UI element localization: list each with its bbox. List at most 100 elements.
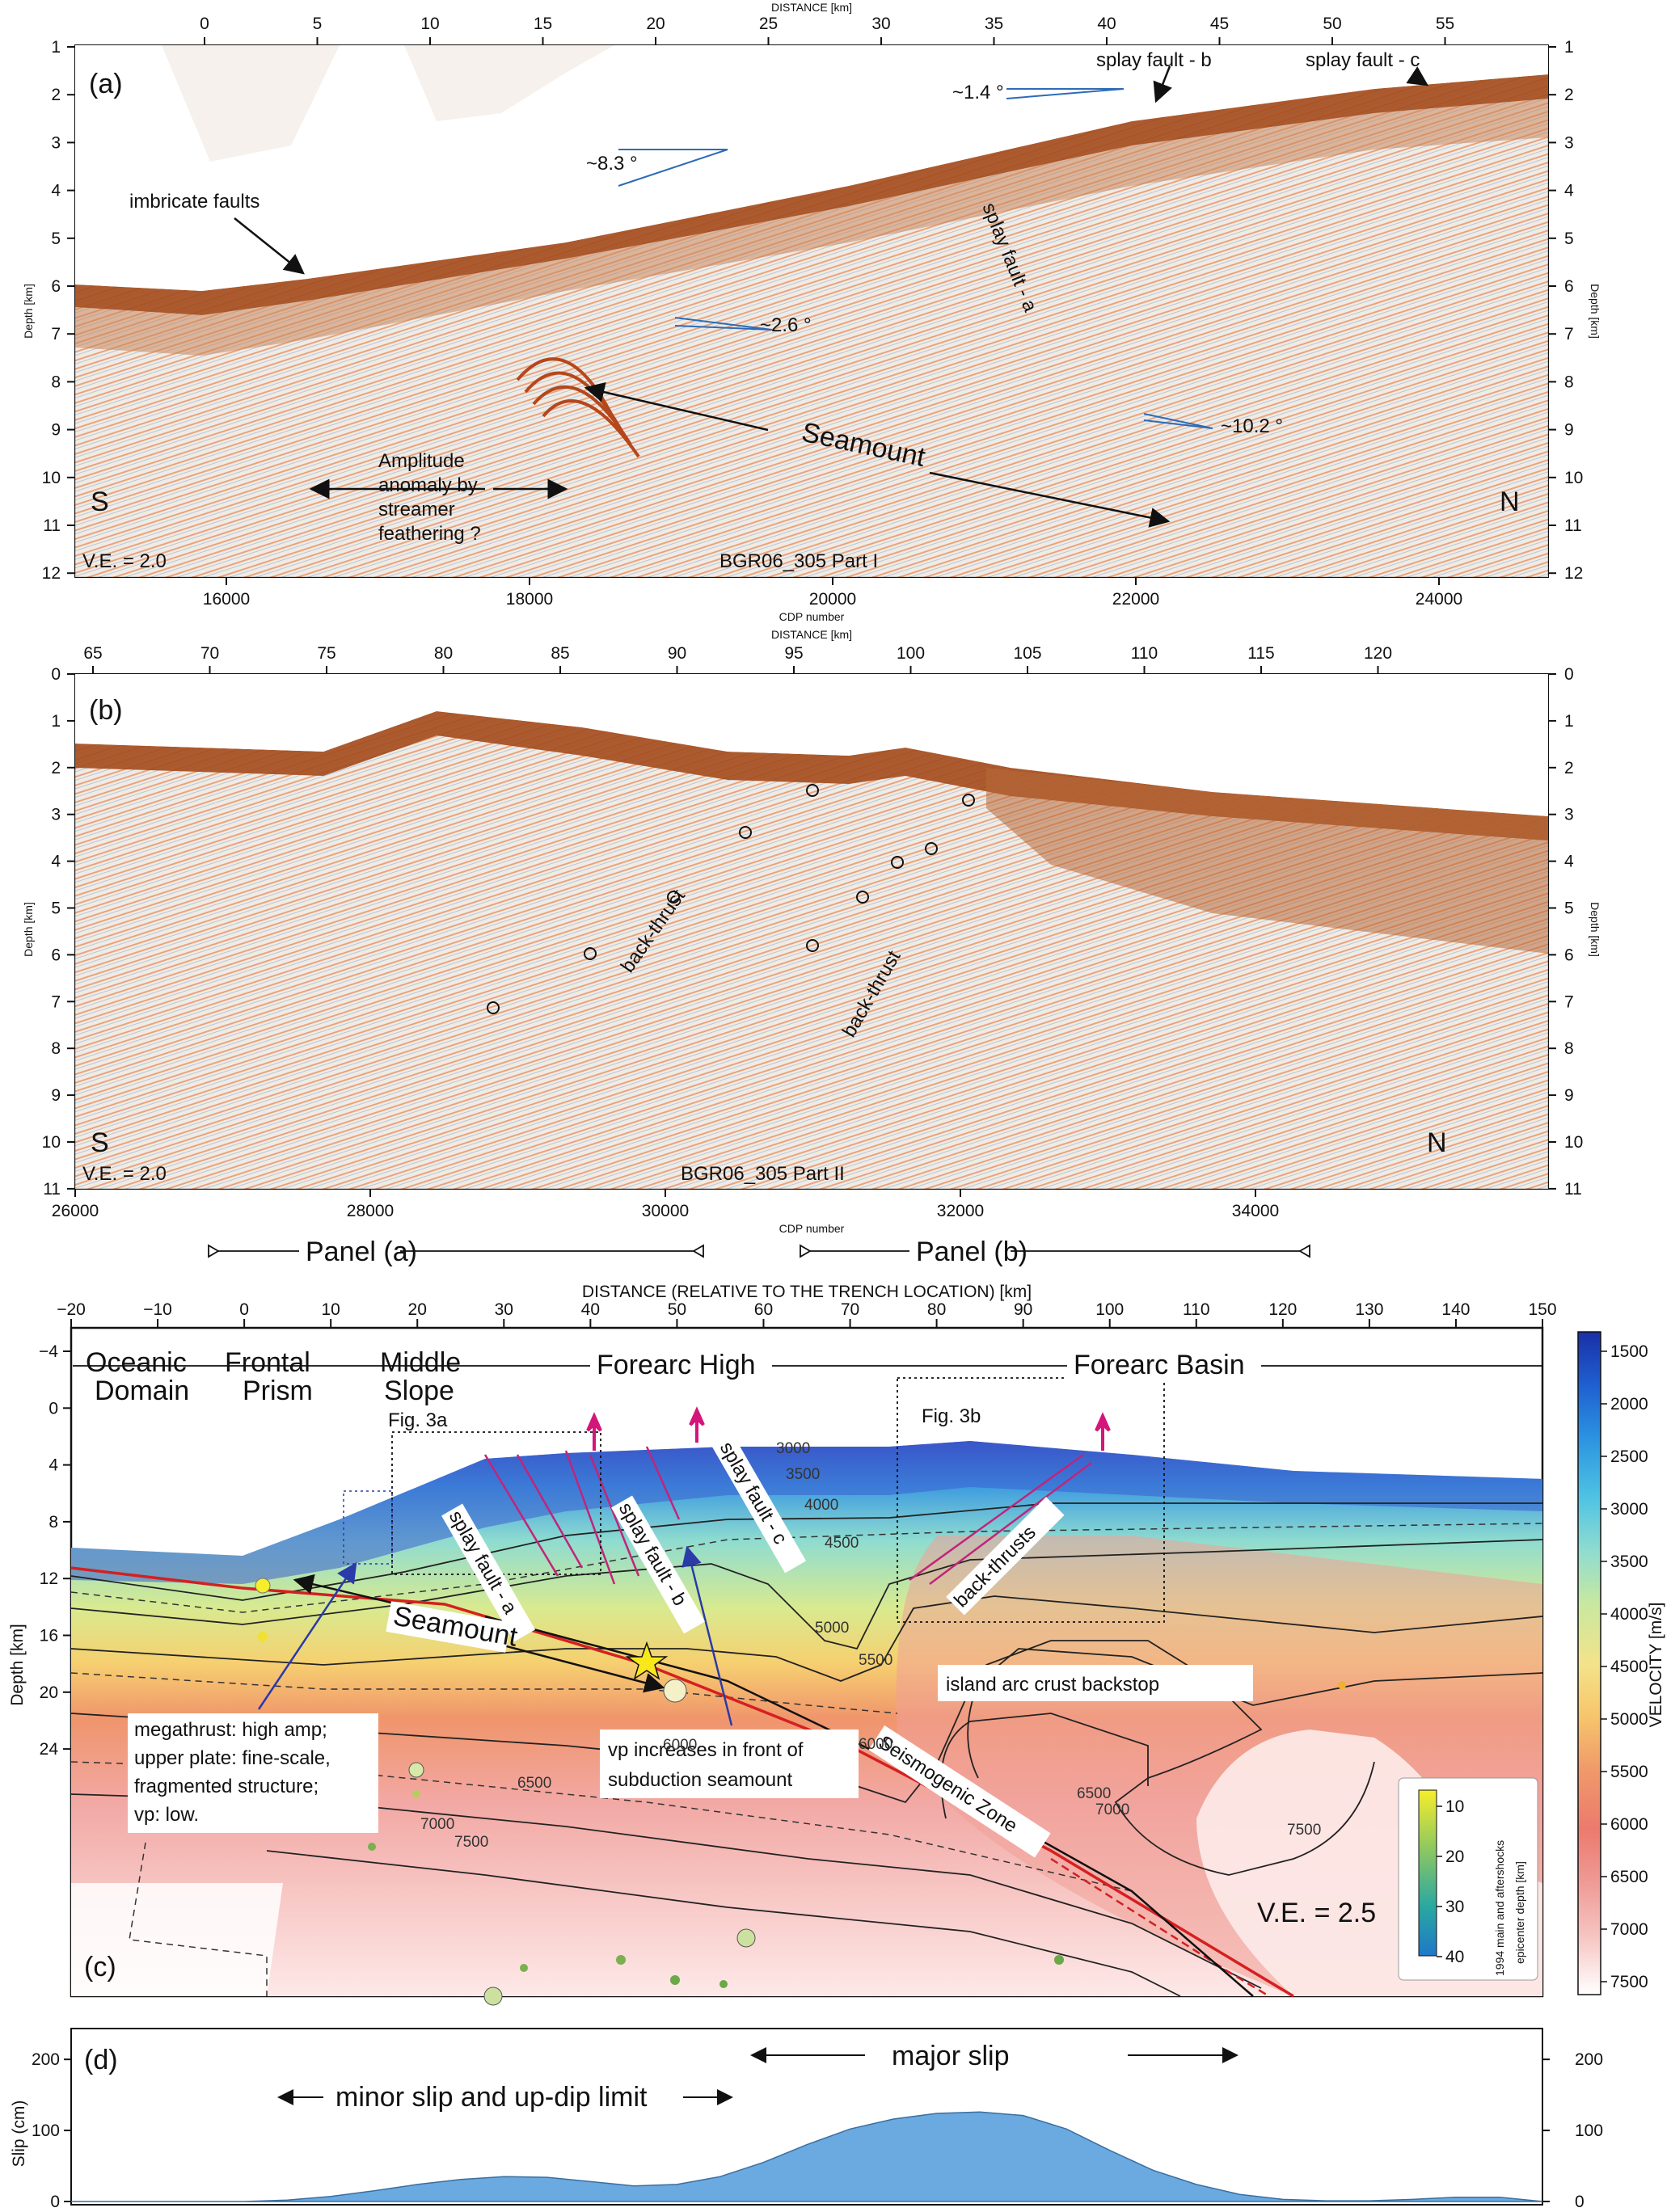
panel-c-depth-ticks: −4 0 4 8 12 16 20 24 [39, 1342, 71, 1759]
megathrust-note-bg [128, 1713, 378, 1833]
panel-ref-a-bg [299, 1237, 400, 1266]
panel-c: Oceanic Domain Frontal Prism Middle Slop… [8, 1283, 1665, 2006]
colorbar-tick-label: 6000 [1610, 1815, 1648, 1834]
panel-a-top-axis-title: DISTANCE [km] [771, 1, 852, 14]
depth-tick-label: 5 [51, 900, 61, 918]
distance-tick-label: 0 [239, 1300, 249, 1319]
panel-a-depth-title-right: Depth [km] [1589, 284, 1601, 339]
depth-tick-label: 4 [51, 182, 61, 200]
panel-a-noise-zone [75, 45, 614, 162]
amplitude-label-2: anomaly by [378, 474, 478, 496]
depth-tick-label: 4 [1564, 853, 1574, 871]
contour-label: 7500 [1287, 1822, 1321, 1839]
forearc-high-bg [590, 1348, 772, 1380]
megathrust-note-3: fragmented structure; [134, 1776, 319, 1797]
panel-b-bottom-axis-title: CDP number [779, 1222, 845, 1235]
distance-tick-label: 85 [551, 644, 569, 663]
distance-tick-label: 150 [1528, 1300, 1556, 1319]
slip-tick-label: 0 [50, 2193, 60, 2211]
island-arc-text: island arc crust backstop [946, 1674, 1159, 1696]
panel-b-cdp-ticks: 26000 28000 30000 32000 34000 [52, 1189, 1279, 1220]
panel-ref-b-bg [909, 1237, 1011, 1266]
cdp-tick-label: 20000 [809, 590, 856, 609]
angle-8-3-label: ~8.3 ° [586, 153, 638, 175]
depth-tick-label: 0 [49, 1399, 58, 1418]
colorbar-tick-label: 5000 [1610, 1710, 1648, 1729]
depth-tick-label: 1 [51, 38, 61, 57]
panel-b-water [75, 674, 1548, 816]
distance-tick-label: 120 [1268, 1300, 1297, 1319]
cdp-tick-label: 22000 [1112, 590, 1159, 609]
lower-oceanic-white [71, 1883, 283, 1996]
colorbar-tick-label: 7500 [1610, 1973, 1648, 1991]
slip-tick-label: 100 [1575, 2121, 1603, 2140]
distance-tick-label: 20 [408, 1300, 427, 1319]
velocity-colorbar: 1500 2000 2500 3000 3500 4000 4500 5000 5500 6000… [1577, 1331, 1665, 1995]
depth-tick-label: 9 [1564, 1086, 1574, 1105]
distance-tick-label: 90 [1014, 1300, 1032, 1319]
north-label-a: N [1500, 487, 1520, 517]
distance-tick-label: 95 [784, 644, 803, 663]
colorbar-tick-label: 3000 [1610, 1500, 1648, 1519]
depth-tick-label: 5 [51, 230, 61, 248]
depth-tick-label: 1 [1564, 38, 1574, 57]
panel-a-angle-markers [618, 88, 1213, 429]
depth-tick-label: 1 [1564, 712, 1574, 731]
domain-forearc-high: Forearc High [597, 1350, 756, 1380]
panel-b-basin-fill [986, 768, 1548, 954]
distance-tick-label: 65 [83, 644, 102, 663]
depth-tick-label: 4 [49, 1456, 58, 1475]
colorbar-tick-label: 5500 [1610, 1763, 1648, 1781]
panel-b: (b) back-thrust back-thrust S N V.E. = 2… [22, 628, 1601, 1267]
depth-tick-label: 9 [51, 421, 61, 440]
cdp-tick-label: 28000 [347, 1202, 394, 1220]
depth-tick-label: 1 [51, 712, 61, 731]
distance-tick-label: 35 [985, 15, 1003, 33]
mainshock-star [625, 1641, 669, 1680]
colorbar-tick-label: 4000 [1610, 1605, 1648, 1624]
panel-d-y-title: Slip (cm) [10, 2100, 28, 2168]
domain-forearc-basin: Forearc Basin [1074, 1350, 1245, 1380]
depth-tick-label: 7 [51, 992, 61, 1011]
depth-tick-label: 9 [1564, 421, 1574, 440]
contour-label: 5000 [815, 1620, 849, 1637]
epicenter-scale-ticks: 10 20 30 40 [1437, 1797, 1464, 1966]
contour-label: 6000 [859, 1736, 892, 1753]
angle-10-2-label: ~10.2 ° [1221, 415, 1283, 437]
distance-tick-label: 50 [668, 1300, 686, 1319]
panel-ref-b: Panel (b) [916, 1237, 1027, 1267]
domain-frontal-1: Frontal [225, 1347, 310, 1378]
fig3b-box [897, 1377, 1165, 1623]
epicenter-tick-label: 20 [1445, 1848, 1464, 1866]
amplitude-label-3: streamer [378, 499, 455, 520]
domain-middle-1: Middle [380, 1347, 461, 1378]
splay-fault-b-label: splay fault - b [1096, 49, 1212, 71]
domain-frontal-2: Prism [243, 1376, 313, 1406]
contour-label: 4000 [804, 1497, 838, 1514]
depth-tick-label: 11 [43, 516, 61, 535]
depth-tick-label: 2 [51, 759, 61, 777]
depth-tick-label: 8 [1564, 1039, 1574, 1058]
contour-label: 6000 [663, 1737, 697, 1754]
depth-tick-label: 9 [51, 1086, 61, 1105]
panel-b-label: (b) [89, 695, 123, 726]
epicenter-tick-label: 10 [1445, 1797, 1464, 1816]
slip-area [71, 2111, 1543, 2202]
distance-tick-label: 60 [754, 1300, 773, 1319]
line-label-a: BGR06_305 Part I [719, 550, 878, 572]
panel-b-top-axis-title: DISTANCE [km] [771, 628, 852, 641]
depth-tick-label: 16 [40, 1627, 58, 1645]
panel-a-depth-title-left: Depth [km] [22, 284, 35, 339]
depth-tick-label: 11 [1564, 516, 1582, 535]
contour-label: 6500 [1077, 1785, 1111, 1802]
colorbar-tick-label: 3500 [1610, 1553, 1648, 1571]
distance-tick-label: 70 [841, 1300, 859, 1319]
depth-tick-label: 10 [1564, 469, 1583, 487]
panel-ref-a: Panel (a) [306, 1237, 417, 1267]
vp-note-1: vp increases in front of [608, 1739, 804, 1761]
velocity-colorbar-title: VELOCITY [m/s] [1647, 1603, 1665, 1728]
vp-note-bg [600, 1730, 859, 1798]
epicenter-tick-label: 30 [1445, 1898, 1464, 1916]
